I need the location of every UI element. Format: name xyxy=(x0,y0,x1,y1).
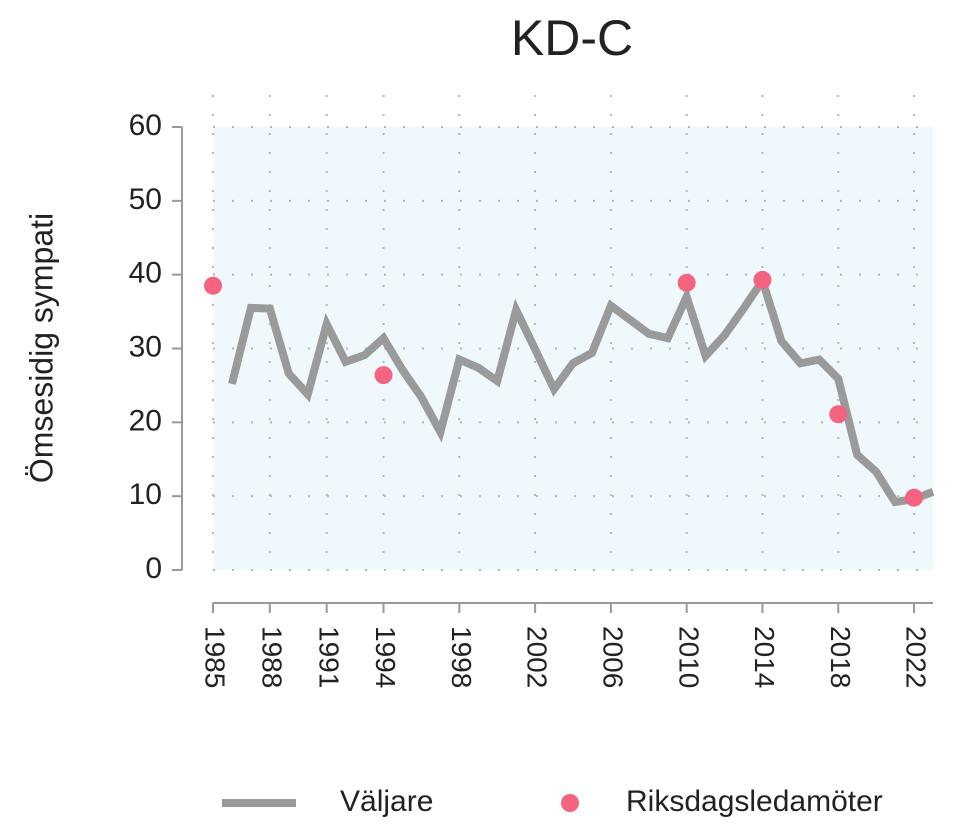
x-tick-label: 2018 xyxy=(825,626,856,688)
x-tick-label: 2010 xyxy=(673,626,704,688)
point xyxy=(905,488,924,507)
x-tick-label: 2006 xyxy=(598,626,629,688)
y-axis-label: Ömsesidig sympati xyxy=(23,213,59,483)
line xyxy=(228,271,935,507)
point xyxy=(374,366,393,385)
x-tick-label: 1994 xyxy=(370,626,401,688)
y-tick-label: 20 xyxy=(129,404,162,437)
y-tick-label: 40 xyxy=(129,257,162,290)
x-tick-label: 1998 xyxy=(446,626,477,688)
y-tick-label: 30 xyxy=(129,330,162,363)
x-tick-label: 2022 xyxy=(901,626,932,688)
chart-title: KD-C xyxy=(511,10,633,66)
point xyxy=(677,273,696,292)
x-tick-label: 2002 xyxy=(522,626,553,688)
y-tick-label: 10 xyxy=(129,478,162,511)
point xyxy=(829,405,848,424)
y-tick-label: 60 xyxy=(129,109,162,142)
x-tick-label: 1985 xyxy=(200,626,231,688)
point xyxy=(204,276,222,295)
x-tick-label: 2014 xyxy=(749,626,780,688)
x-tick-label: 1991 xyxy=(313,626,344,688)
y-tick-label: 0 xyxy=(145,552,162,585)
plot-background xyxy=(213,127,933,570)
point xyxy=(753,270,772,289)
legend-swatch xyxy=(561,794,579,812)
x-tick-label: 1988 xyxy=(256,626,287,688)
y-tick-label: 50 xyxy=(129,183,162,216)
legend-label: Riksdagsledamöter xyxy=(626,785,883,818)
legend-label: Väljare xyxy=(340,785,433,818)
